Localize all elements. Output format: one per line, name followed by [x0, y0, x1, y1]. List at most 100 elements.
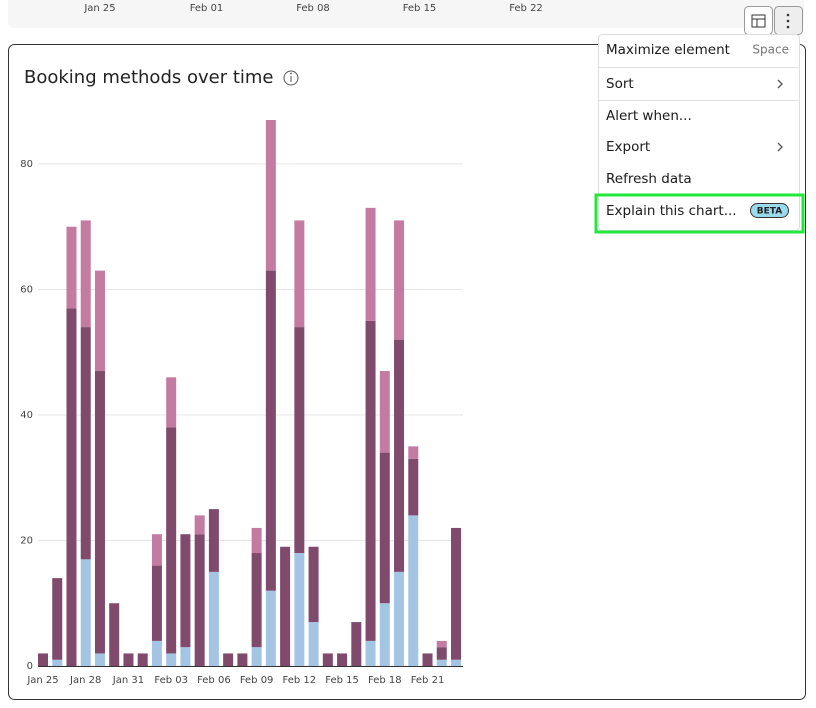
bar-segment — [180, 647, 191, 666]
x-tick-label: Feb 12 — [283, 675, 317, 686]
bar-segment — [365, 320, 376, 641]
bar-segment — [166, 653, 177, 666]
bar-segment — [166, 377, 177, 428]
bar-segment — [308, 546, 319, 623]
x-tick-label: Feb 15 — [403, 3, 437, 14]
bar-segment — [94, 371, 105, 654]
bar-segment — [208, 571, 219, 666]
bar-segment — [408, 515, 419, 666]
menu — [598, 34, 800, 231]
x-tick-label: Jan 25 — [26, 675, 58, 686]
bar-segment — [137, 653, 148, 666]
menu-shortcut: Space — [752, 43, 789, 57]
chevron — [777, 79, 783, 89]
bar-segment — [337, 653, 348, 666]
x-tick-label: Feb 21 — [411, 675, 445, 686]
bar-segment — [280, 546, 291, 666]
table-button[interactable] — [744, 6, 773, 35]
bar-segment — [308, 622, 319, 666]
x-tick-label: Feb 18 — [368, 675, 402, 686]
bar-segment — [422, 653, 433, 666]
bar-segment — [194, 534, 205, 666]
x-tick-label: Feb 03 — [154, 675, 188, 686]
y-tick-label: 40 — [20, 410, 33, 421]
toolbar — [744, 6, 803, 35]
bar-segment — [52, 578, 63, 660]
bar-segment — [294, 553, 305, 666]
y-tick-label: 0 — [27, 661, 33, 672]
y-tick-label: 80 — [20, 159, 33, 170]
x-tick-label: Jan 31 — [112, 675, 144, 686]
bar-segment — [394, 339, 405, 572]
bar-segment — [322, 653, 333, 666]
x-tick-label: Jan 25 — [83, 3, 115, 14]
chart-title: Booking methods over time — [24, 67, 274, 88]
bar-segment — [166, 427, 177, 654]
x-tick-label: Feb 06 — [197, 675, 231, 686]
chevron — [777, 142, 783, 152]
kebab-dot — [786, 13, 790, 17]
x-tick-label: Jan 28 — [69, 675, 101, 686]
x-tick-label: Feb 15 — [325, 675, 359, 686]
y-tick-label: 60 — [20, 284, 33, 295]
bar-segment — [52, 659, 63, 666]
bar-segment — [109, 603, 120, 666]
badge — [750, 203, 789, 218]
menu-item[interactable]: Export — [606, 139, 650, 155]
bar-segment — [151, 640, 162, 666]
bar-segment — [379, 603, 390, 666]
bar-segment — [365, 207, 376, 321]
x-tick-label: Feb 22 — [509, 3, 543, 14]
bar-segment — [151, 565, 162, 641]
bar-segment — [265, 590, 276, 666]
bar-segment — [265, 120, 276, 271]
bar-segment — [436, 640, 447, 648]
bar-segment — [451, 659, 461, 666]
bar-segment — [351, 622, 362, 666]
menu-items: Maximize element Space Sort Alert when... Ex… — [606, 42, 789, 219]
bar-segment — [265, 270, 276, 591]
menu-item[interactable]: Maximize element — [606, 42, 730, 58]
bar-segment — [80, 220, 91, 328]
y-tick-label: 20 — [20, 535, 33, 546]
bar-segment — [294, 220, 305, 328]
bar-segment — [251, 527, 262, 554]
info-icon[interactable] — [283, 70, 299, 86]
bar-segment — [66, 308, 77, 666]
highlight — [594, 193, 805, 234]
bar-segment — [379, 452, 390, 604]
bar-segment — [394, 571, 405, 666]
menu-item[interactable]: Explain this chart... — [606, 203, 737, 219]
bar-segment — [180, 534, 191, 648]
kebab-dot — [786, 19, 790, 23]
bar-segment — [436, 659, 447, 666]
menu-item[interactable]: Refresh data — [606, 171, 692, 187]
bar-segment — [394, 220, 405, 340]
bar-segment — [251, 647, 262, 666]
bar-segment — [451, 527, 461, 660]
menu-item[interactable]: Alert when... — [606, 108, 692, 124]
bar-segment — [94, 653, 105, 666]
bar-segment — [151, 534, 162, 566]
bar-segment — [194, 515, 205, 535]
bar-segment — [408, 458, 419, 516]
bar-segment — [379, 371, 390, 453]
bar-segment — [436, 647, 447, 660]
bar-segment — [408, 446, 419, 459]
bar-segment — [223, 653, 234, 666]
bar-segment — [208, 509, 219, 572]
menu-item[interactable]: Sort — [606, 76, 634, 92]
bar-segment — [94, 270, 105, 372]
bar-segment — [251, 553, 262, 648]
table-icon — [751, 14, 766, 28]
badge-text: BETA — [757, 207, 782, 217]
plot: 0 20 40 60 80 Jan 25 Jan 28 Jan 31 Feb 03 Feb 06 F… — [20, 120, 463, 686]
x-tick-label: Feb 09 — [240, 675, 274, 686]
x-tick-label: Feb 01 — [190, 3, 224, 14]
bar-segment — [66, 226, 77, 309]
bar-segment — [237, 653, 248, 666]
bar-segment — [123, 653, 134, 666]
bar-segment — [294, 327, 305, 554]
top-strip-labels: Jan 25 Feb 01 Feb 08 Feb 15 Feb 22 — [83, 3, 542, 14]
